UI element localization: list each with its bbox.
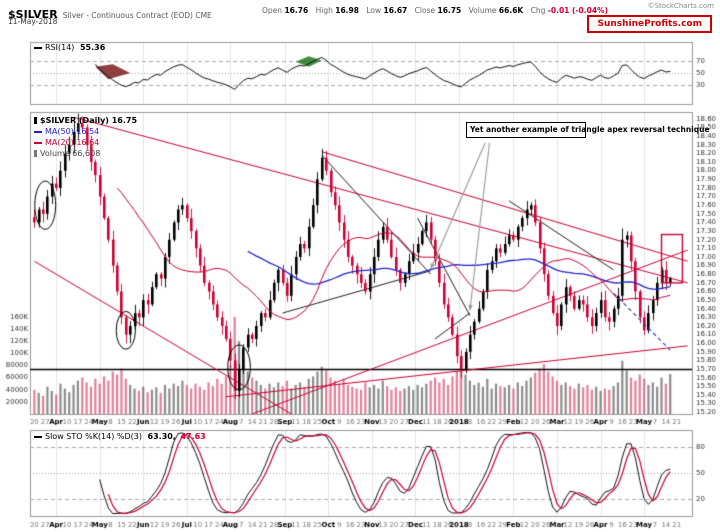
chg-value: -0.01 (-0.04%)	[547, 6, 608, 15]
symbol-description: Silver - Continuous Contract (EOD) CME	[62, 11, 212, 20]
candlestick-icon	[34, 117, 37, 124]
rsi-line-icon	[34, 46, 42, 49]
header-title-row: $SILVER Silver - Continuous Contract (EO…	[8, 3, 212, 22]
legend-ma50: MA(50) 16.54	[45, 127, 100, 136]
chg-label: Chg	[530, 6, 546, 15]
main-legend: $SILVER (Daily) 16.75 MA(50) 16.54 MA(20…	[34, 115, 137, 159]
ma50-line-icon	[34, 130, 42, 133]
open-label: Open	[262, 6, 283, 15]
sto-k-value: 63.30,	[147, 432, 176, 441]
rsi-value: 55.36	[79, 43, 106, 52]
open-value: 16.76	[284, 6, 309, 15]
legend-title: $SILVER (Daily) 16.75	[40, 116, 138, 125]
sto-label-row: Slow STO %K(14) %D(3) 63.30, 47.63	[34, 432, 206, 441]
legend-ma20: MA(20) 16.64	[45, 138, 100, 147]
quote-line: Open 16.76 High 16.98 Low 16.67 Close 16…	[257, 6, 608, 15]
sto-label: Slow STO %K(14) %D(3)	[45, 432, 142, 441]
rsi-label: RSI(14)	[45, 43, 75, 52]
high-label: High	[315, 6, 333, 15]
close-value: 16.75	[437, 6, 462, 15]
low-value: 16.67	[383, 6, 408, 15]
sunshine-profits-badge[interactable]: SunshineProfits.com	[587, 15, 712, 33]
sto-d-value: 47.63	[180, 432, 206, 441]
annotation-box: Yet another example of triangle apex rev…	[466, 122, 710, 138]
sto-line-icon	[34, 435, 42, 438]
ma20-line-icon	[34, 141, 42, 144]
rsi-label-row: RSI(14) 55.36	[34, 43, 105, 52]
volume-label: Volume	[468, 6, 497, 15]
symbol: $SILVER	[8, 8, 58, 21]
close-label: Close	[414, 6, 436, 15]
volume-value: 66.6K	[498, 6, 524, 15]
high-value: 16.98	[335, 6, 359, 15]
legend-volume: Volume 66,608	[40, 149, 101, 158]
chart-date: 11-May-2018	[8, 17, 58, 26]
volume-bar-icon	[34, 150, 37, 157]
low-label: Low	[366, 6, 382, 15]
copyright: ©StockCharts.com	[647, 2, 714, 10]
